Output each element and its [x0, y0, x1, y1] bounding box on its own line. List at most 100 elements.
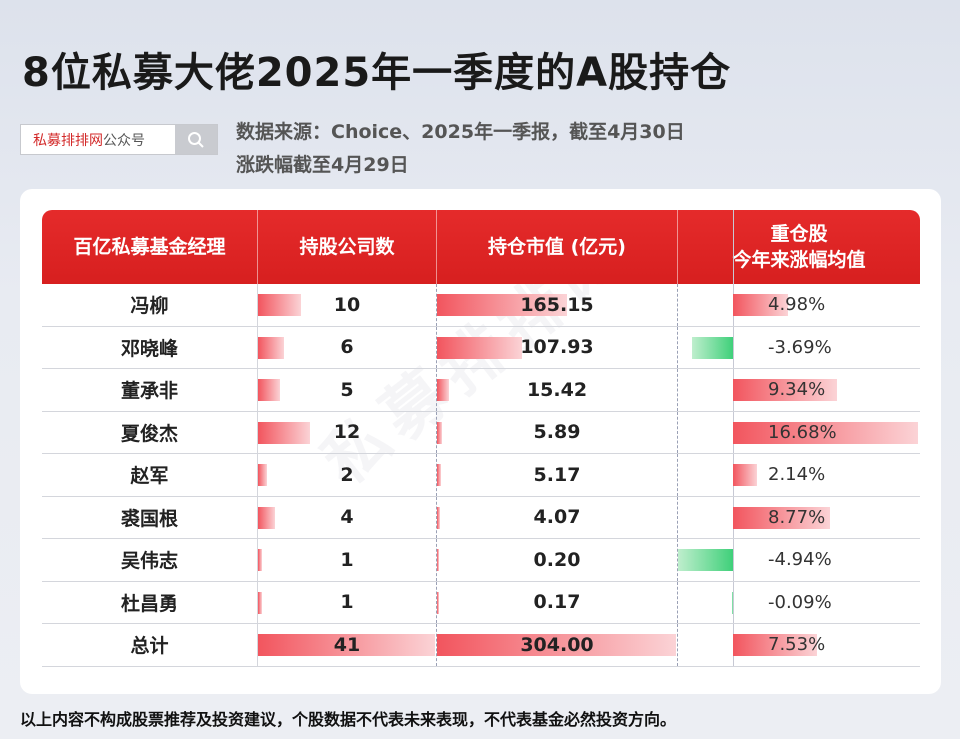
disclaimer: 以上内容不构成股票推荐及投资建议，个股数据不代表未来表现，不代表基金必然投资方向… [20, 710, 677, 729]
company-count-cell: 2 [258, 454, 437, 496]
page-title: 8位私募大佬2025年一季度的A股持仓 [22, 50, 732, 96]
holdings-table: 百亿私募基金经理 持股公司数 持仓市值 (亿元) 重仓股 今年来涨幅均值 冯柳 10… [42, 210, 920, 667]
value-bar [437, 591, 439, 614]
avg-return: -3.69% [768, 336, 832, 358]
avg-return: 4.98% [768, 294, 826, 316]
table-row: 夏俊杰 12 5.89 16.68% [42, 411, 920, 454]
avg-return-cell: -4.94% [678, 539, 920, 581]
table-body: 冯柳 10 165.15 4.98% 邓晓峰 6 107.93 -3.69% 董承非 5 15.42… [42, 284, 920, 667]
holding-value-cell: 5.89 [437, 411, 678, 453]
company-count-cell: 12 [258, 411, 437, 453]
value-bar [437, 506, 441, 529]
holding-value: 107.93 [520, 336, 594, 359]
count-bar [258, 634, 435, 656]
manager-name: 董承非 [42, 369, 258, 411]
positive-return-bar [733, 464, 757, 486]
manager-name: 总计 [42, 624, 258, 666]
holding-value: 165.15 [520, 293, 594, 316]
holding-value: 5.17 [533, 463, 581, 486]
positive-return-bar [733, 379, 837, 401]
search-brand-label: 私募排排网 公众号 [21, 125, 175, 154]
avg-return-cell: 8.77% [678, 496, 920, 539]
value-bar [437, 294, 567, 316]
count-bar [258, 464, 267, 486]
table-row: 裘国根 4 4.07 8.77% [42, 496, 920, 539]
table-row: 冯柳 10 165.15 4.98% [42, 284, 920, 327]
manager-name: 裘国根 [42, 496, 258, 538]
holding-value-cell: 4.07 [437, 496, 678, 538]
table-row: 杜昌勇 1 0.17 -0.09% [42, 581, 920, 624]
count-bar [258, 549, 263, 571]
value-bar [437, 336, 522, 359]
holding-value-cell: 107.93 [437, 326, 678, 368]
holding-value: 0.20 [533, 548, 581, 571]
total-row: 总计 41 304.00 7.53% [42, 624, 920, 667]
company-count-cell: 1 [258, 581, 437, 623]
manager-name: 夏俊杰 [42, 411, 258, 453]
avg-return-cell: 16.68% [678, 411, 920, 454]
company-count-cell: 4 [258, 496, 437, 538]
holding-value-cell: 15.42 [437, 369, 678, 411]
count-bar [258, 336, 284, 359]
header-value: 持仓市值 (亿元) [437, 210, 678, 284]
table-header: 百亿私募基金经理 持股公司数 持仓市值 (亿元) 重仓股 今年来涨幅均值 [42, 210, 920, 284]
company-count: 1 [340, 591, 354, 614]
manager-name: 赵军 [42, 454, 258, 496]
avg-return: 16.68% [768, 421, 837, 443]
value-bar [437, 379, 450, 401]
positive-return-bar [733, 421, 918, 444]
company-count: 12 [333, 421, 361, 444]
value-bar [437, 549, 439, 571]
holding-value: 15.42 [526, 378, 588, 401]
count-bar [258, 421, 310, 444]
holding-value: 0.17 [533, 591, 581, 614]
positive-return-bar [733, 634, 817, 656]
holding-value-cell: 5.17 [437, 454, 678, 496]
company-count: 5 [340, 378, 354, 401]
value-bar [437, 421, 442, 444]
value-bar [437, 634, 676, 656]
company-count: 41 [333, 633, 361, 656]
negative-return-bar [691, 336, 733, 359]
negative-return-bar [731, 591, 733, 614]
avg-return-cell: -0.09% [678, 581, 920, 624]
avg-return-cell: 2.14% [678, 454, 920, 496]
manager-name: 吴伟志 [42, 539, 258, 581]
holding-value: 4.07 [533, 506, 581, 529]
holding-value: 304.00 [520, 633, 594, 656]
company-count-cell: 1 [258, 539, 437, 581]
search-button[interactable] [175, 125, 217, 154]
company-count-cell: 41 [258, 624, 437, 666]
avg-return: -4.94% [768, 549, 832, 571]
avg-return: 8.77% [768, 506, 826, 528]
count-bar [258, 506, 276, 529]
count-bar [258, 294, 302, 316]
holding-value: 5.89 [533, 421, 581, 444]
holding-value-cell: 165.15 [437, 284, 678, 326]
brand-red-text: 私募排排网 [33, 132, 103, 149]
table-row: 赵军 2 5.17 2.14% [42, 454, 920, 497]
company-count: 10 [333, 293, 361, 316]
header-manager: 百亿私募基金经理 [42, 210, 258, 284]
avg-return: 9.34% [768, 379, 826, 401]
company-count-cell: 10 [258, 284, 437, 326]
positive-return-bar [733, 506, 831, 529]
avg-return-cell: 9.34% [678, 369, 920, 411]
company-count: 1 [340, 548, 354, 571]
avg-return: 2.14% [768, 464, 826, 486]
avg-return: -0.09% [768, 591, 832, 613]
search-box[interactable]: 私募排排网 公众号 [20, 124, 218, 155]
table-row: 董承非 5 15.42 9.34% [42, 369, 920, 412]
data-source-line: 数据来源：Choice、2025年一季报，截至4月30日 [236, 121, 685, 143]
company-count: 2 [340, 463, 354, 486]
company-count-cell: 5 [258, 369, 437, 411]
negative-return-bar [678, 549, 733, 571]
header-return: 重仓股 今年来涨幅均值 [678, 210, 920, 284]
table-row: 邓晓峰 6 107.93 -3.69% [42, 326, 920, 369]
manager-name: 冯柳 [42, 284, 258, 326]
header-count: 持股公司数 [258, 210, 437, 284]
avg-return: 7.53% [768, 634, 826, 656]
value-bar [437, 464, 442, 486]
company-count: 6 [340, 336, 354, 359]
holding-value-cell: 0.17 [437, 581, 678, 623]
